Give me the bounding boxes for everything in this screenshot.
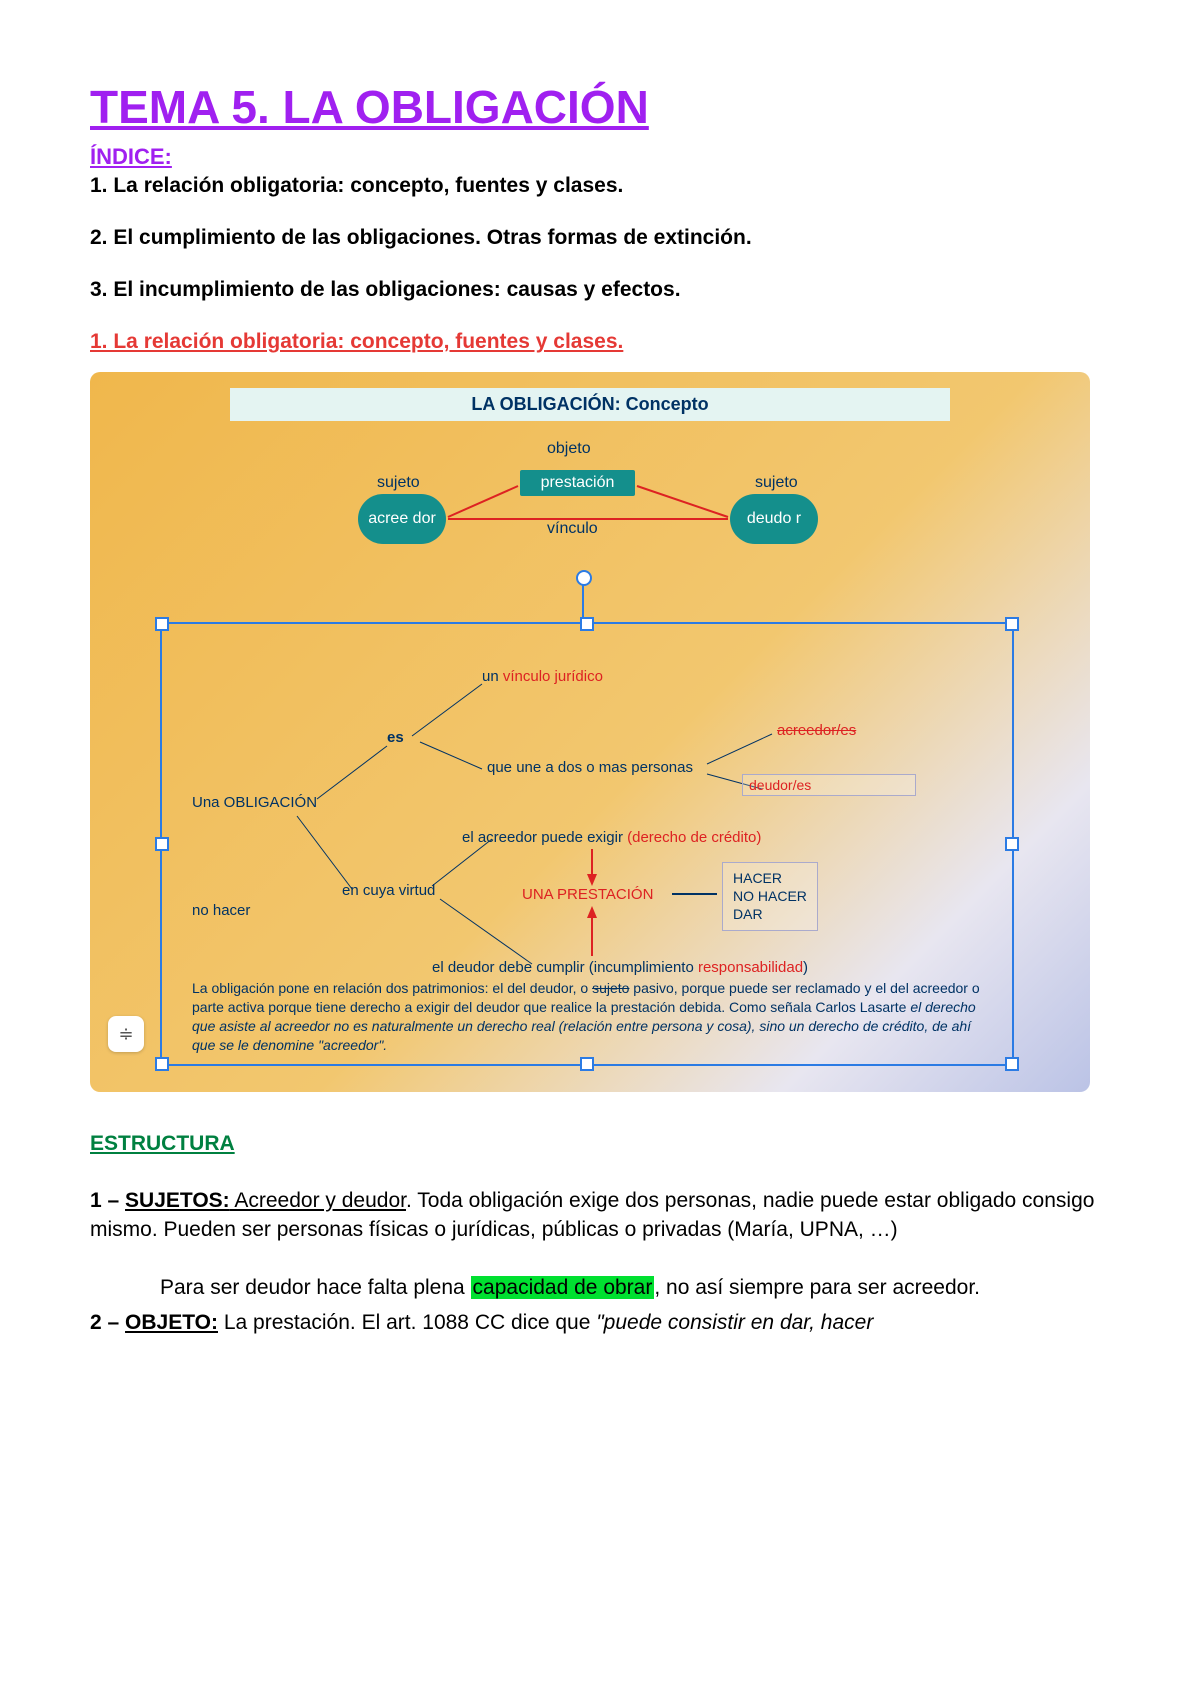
para-objeto: 2 – OBJETO: La prestación. El art. 1088 … [90, 1308, 1110, 1337]
index-item-1: 1. La relación obligatoria: concepto, fu… [90, 174, 1110, 198]
para-capacidad: Para ser deudor hace falta plena capacid… [160, 1273, 1110, 1302]
text-una-prestacion: UNA PRESTACIÓN [522, 886, 653, 903]
handle-bm[interactable] [580, 1057, 594, 1071]
page-title: TEMA 5. LA OBLIGACIÓN [90, 80, 1110, 134]
box-deudor-es: deudor/es [742, 774, 916, 796]
text-es: es [387, 729, 404, 746]
text-no-hacer: no hacer [192, 902, 250, 919]
handle-br[interactable] [1005, 1057, 1019, 1071]
indice-heading: ÍNDICE: [90, 144, 1110, 170]
text-vinculo-juridico: un vínculo jurídico [482, 668, 603, 685]
side-collapse-button[interactable]: ≑ [108, 1016, 144, 1052]
text-en-cuya-virtud: en cuya virtud [342, 882, 435, 899]
estructura-heading: ESTRUCTURA [90, 1132, 1110, 1156]
rotation-line[interactable] [582, 582, 584, 622]
box-hacer-nohacer-dar: HACER NO HACER DAR [722, 862, 818, 931]
para-sujetos: 1 – SUJETOS: Acreedor y deudor. Toda obl… [90, 1186, 1110, 1245]
diagram-paragraph: La obligación pone en relación dos patri… [192, 979, 982, 1055]
handle-mr[interactable] [1005, 837, 1019, 851]
text-una-obligacion: Una OBLIGACIÓN [192, 794, 317, 811]
concept-diagram: LA OBLIGACIÓN: Concepto objeto sujeto su… [90, 372, 1090, 1092]
diagram-title: LA OBLIGACIÓN: Concepto [230, 388, 950, 421]
handle-bl[interactable] [155, 1057, 169, 1071]
handle-tm[interactable] [580, 617, 594, 631]
text-exigir: el acreedor puede exigir (derecho de cré… [462, 829, 761, 846]
handle-tl[interactable] [155, 617, 169, 631]
index-item-3: 3. El incumplimiento de las obligaciones… [90, 278, 1110, 302]
handle-tr[interactable] [1005, 617, 1019, 631]
selection-frame[interactable]: un vínculo jurídico es que une a dos o m… [160, 622, 1014, 1066]
text-deudor-cumplir: el deudor debe cumplir (incumplimiento r… [432, 959, 808, 976]
section-1-heading: 1. La relación obligatoria: concepto, fu… [90, 330, 1110, 354]
rotation-handle[interactable] [576, 570, 592, 586]
index-item-2: 2. El cumplimiento de las obligaciones. … [90, 226, 1110, 250]
text-une-personas: que une a dos o mas personas [487, 759, 693, 776]
text-acreedor-es: acreedor/es [777, 722, 856, 739]
handle-ml[interactable] [155, 837, 169, 851]
